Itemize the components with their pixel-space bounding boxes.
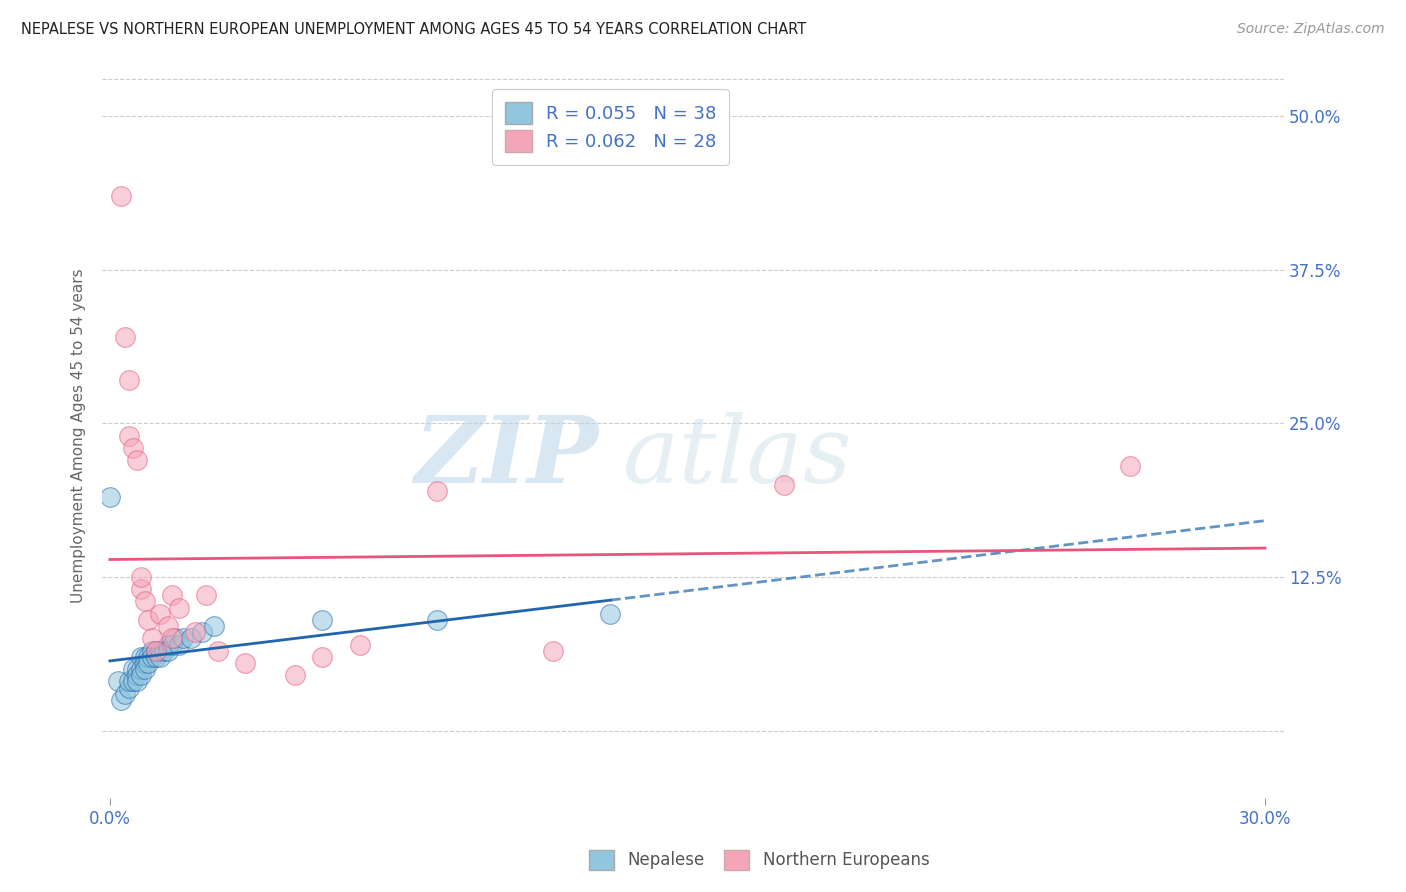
Point xyxy=(426,483,449,498)
Text: ZIP: ZIP xyxy=(415,412,599,502)
Point xyxy=(141,632,163,646)
Point xyxy=(172,632,194,646)
Legend: Nepalese, Northern Europeans: Nepalese, Northern Europeans xyxy=(582,843,936,877)
Point xyxy=(160,632,183,646)
Point xyxy=(110,693,132,707)
Point xyxy=(160,588,183,602)
Point xyxy=(160,638,183,652)
Point xyxy=(233,656,256,670)
Point xyxy=(122,662,145,676)
Point xyxy=(541,643,564,657)
Point xyxy=(153,643,176,657)
Text: atlas: atlas xyxy=(623,412,852,502)
Point xyxy=(118,674,141,689)
Point xyxy=(772,477,794,491)
Point xyxy=(145,643,167,657)
Point xyxy=(349,638,371,652)
Point xyxy=(138,656,160,670)
Point xyxy=(311,613,333,627)
Point xyxy=(183,625,205,640)
Point xyxy=(156,619,179,633)
Point xyxy=(134,662,156,676)
Point xyxy=(118,428,141,442)
Point xyxy=(207,643,229,657)
Point xyxy=(129,668,152,682)
Point xyxy=(110,189,132,203)
Y-axis label: Unemployment Among Ages 45 to 54 years: Unemployment Among Ages 45 to 54 years xyxy=(72,268,86,603)
Point xyxy=(129,582,152,597)
Point xyxy=(195,588,218,602)
Text: Source: ZipAtlas.com: Source: ZipAtlas.com xyxy=(1237,22,1385,37)
Point xyxy=(156,638,179,652)
Point xyxy=(202,619,225,633)
Point xyxy=(191,625,214,640)
Point xyxy=(167,638,190,652)
Point xyxy=(599,607,621,621)
Text: NEPALESE VS NORTHERN EUROPEAN UNEMPLOYMENT AMONG AGES 45 TO 54 YEARS CORRELATION: NEPALESE VS NORTHERN EUROPEAN UNEMPLOYME… xyxy=(21,22,806,37)
Point xyxy=(145,649,167,664)
Point xyxy=(107,674,129,689)
Point xyxy=(114,330,136,344)
Point xyxy=(122,674,145,689)
Legend: R = 0.055   N = 38, R = 0.062   N = 28: R = 0.055 N = 38, R = 0.062 N = 28 xyxy=(492,89,730,165)
Point xyxy=(98,490,121,504)
Point xyxy=(125,668,148,682)
Point xyxy=(1119,459,1142,474)
Point xyxy=(165,632,187,646)
Point xyxy=(125,674,148,689)
Point xyxy=(118,373,141,387)
Point xyxy=(138,613,160,627)
Point xyxy=(134,656,156,670)
Point xyxy=(129,649,152,664)
Point xyxy=(426,613,449,627)
Point xyxy=(129,662,152,676)
Point xyxy=(118,681,141,695)
Point xyxy=(125,662,148,676)
Point xyxy=(156,643,179,657)
Point xyxy=(138,649,160,664)
Point xyxy=(122,441,145,455)
Point xyxy=(141,649,163,664)
Point xyxy=(125,453,148,467)
Point xyxy=(149,607,172,621)
Point xyxy=(134,649,156,664)
Point xyxy=(114,687,136,701)
Point xyxy=(129,570,152,584)
Point xyxy=(149,643,172,657)
Point xyxy=(284,668,307,682)
Point xyxy=(167,600,190,615)
Point xyxy=(180,632,202,646)
Point xyxy=(311,649,333,664)
Point xyxy=(145,643,167,657)
Point xyxy=(134,594,156,608)
Point xyxy=(149,649,172,664)
Point xyxy=(141,643,163,657)
